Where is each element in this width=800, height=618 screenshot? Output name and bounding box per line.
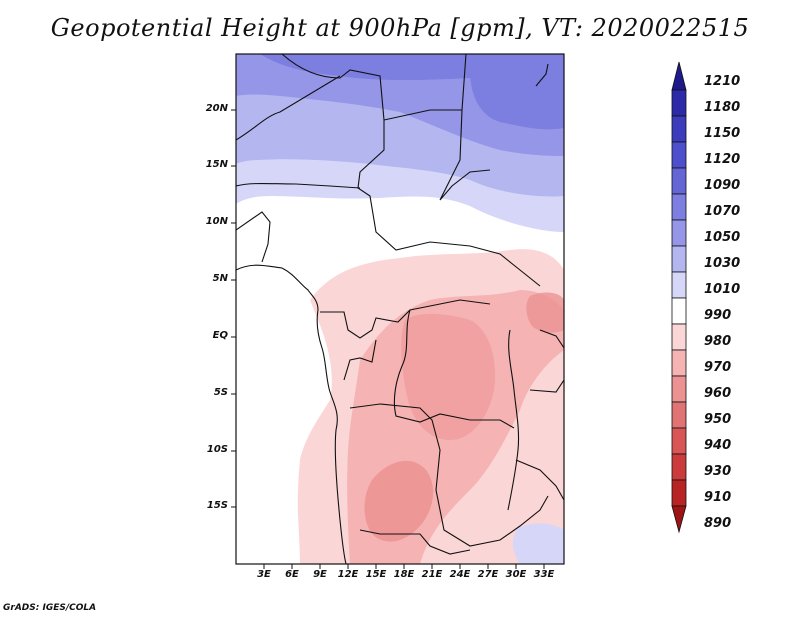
colorbar-swatch bbox=[671, 193, 687, 221]
colorbar-level-label: 1070 bbox=[704, 204, 741, 219]
colorbar-swatch bbox=[671, 401, 687, 429]
colorbar-level-label: 970 bbox=[704, 360, 732, 375]
lat-label: 10S bbox=[206, 444, 228, 455]
lon-label: 27E bbox=[477, 569, 499, 580]
colorbar-level-label: 1180 bbox=[704, 100, 741, 115]
colorbar-level-label: 1030 bbox=[704, 256, 741, 271]
lon-label: 15E bbox=[365, 569, 387, 580]
colorbar-level-label: 960 bbox=[704, 386, 732, 401]
colorbar-swatch bbox=[671, 349, 687, 377]
colorbar-swatch bbox=[671, 427, 687, 455]
colorbar-level-label: 940 bbox=[704, 438, 732, 453]
colorbar-swatch bbox=[671, 89, 687, 117]
lon-label: 30E bbox=[505, 569, 527, 580]
lat-label: 5N bbox=[212, 273, 228, 284]
colorbar-swatch bbox=[671, 323, 687, 351]
colorbar-swatch bbox=[671, 271, 687, 299]
country-borders bbox=[236, 54, 564, 564]
grads-credit: GrADS: IGES/COLA bbox=[3, 603, 97, 613]
axis-ticks bbox=[231, 109, 545, 569]
colorbar-level-label: 1010 bbox=[704, 282, 741, 297]
colorbar-level-label: 1150 bbox=[704, 126, 741, 141]
lon-label: 24E bbox=[449, 569, 471, 580]
lon-label: 3E bbox=[257, 569, 271, 580]
colorbar-level-label: 990 bbox=[704, 308, 732, 323]
colorbar-level-label: 1210 bbox=[704, 74, 741, 89]
colorbar-level-label: 1050 bbox=[704, 230, 741, 245]
lat-label: EQ bbox=[212, 330, 228, 341]
lon-label: 9E bbox=[313, 569, 327, 580]
colorbar-swatch bbox=[671, 479, 687, 507]
lat-label: 15N bbox=[205, 159, 228, 170]
map-frame bbox=[235, 53, 565, 565]
lon-label: 33E bbox=[533, 569, 555, 580]
lat-label: 10N bbox=[205, 216, 228, 227]
colorbar-level-label: 1120 bbox=[704, 152, 741, 167]
colorbar-swatch bbox=[671, 219, 687, 247]
colorbar-swatch bbox=[671, 245, 687, 273]
colorbar-level-label: 980 bbox=[704, 334, 732, 349]
lon-label: 6E bbox=[285, 569, 299, 580]
lat-label: 5S bbox=[213, 387, 228, 398]
colorbar-swatch bbox=[671, 167, 687, 195]
colorbar-level-label: 950 bbox=[704, 412, 732, 427]
colorbar-swatch bbox=[671, 141, 687, 169]
colorbar-level-label: 890 bbox=[704, 516, 732, 531]
colorbar-arrow-top bbox=[671, 61, 687, 91]
lat-label: 15S bbox=[206, 500, 228, 511]
colorbar-swatch bbox=[671, 453, 687, 481]
lon-label: 12E bbox=[337, 569, 359, 580]
lon-label: 21E bbox=[421, 569, 443, 580]
lat-label: 20N bbox=[205, 103, 228, 114]
colorbar-level-label: 930 bbox=[704, 464, 732, 479]
colorbar-swatch bbox=[671, 115, 687, 143]
colorbar-level-label: 910 bbox=[704, 490, 732, 505]
lon-label: 18E bbox=[393, 569, 415, 580]
colorbar-swatch bbox=[671, 297, 687, 325]
colorbar-level-label: 1090 bbox=[704, 178, 741, 193]
map-title: Geopotential Height at 900hPa [gpm], VT:… bbox=[50, 14, 750, 42]
height-field bbox=[236, 54, 564, 564]
colorbar-swatch bbox=[671, 375, 687, 403]
colorbar bbox=[671, 61, 687, 534]
colorbar-arrow-bottom bbox=[671, 505, 687, 534]
